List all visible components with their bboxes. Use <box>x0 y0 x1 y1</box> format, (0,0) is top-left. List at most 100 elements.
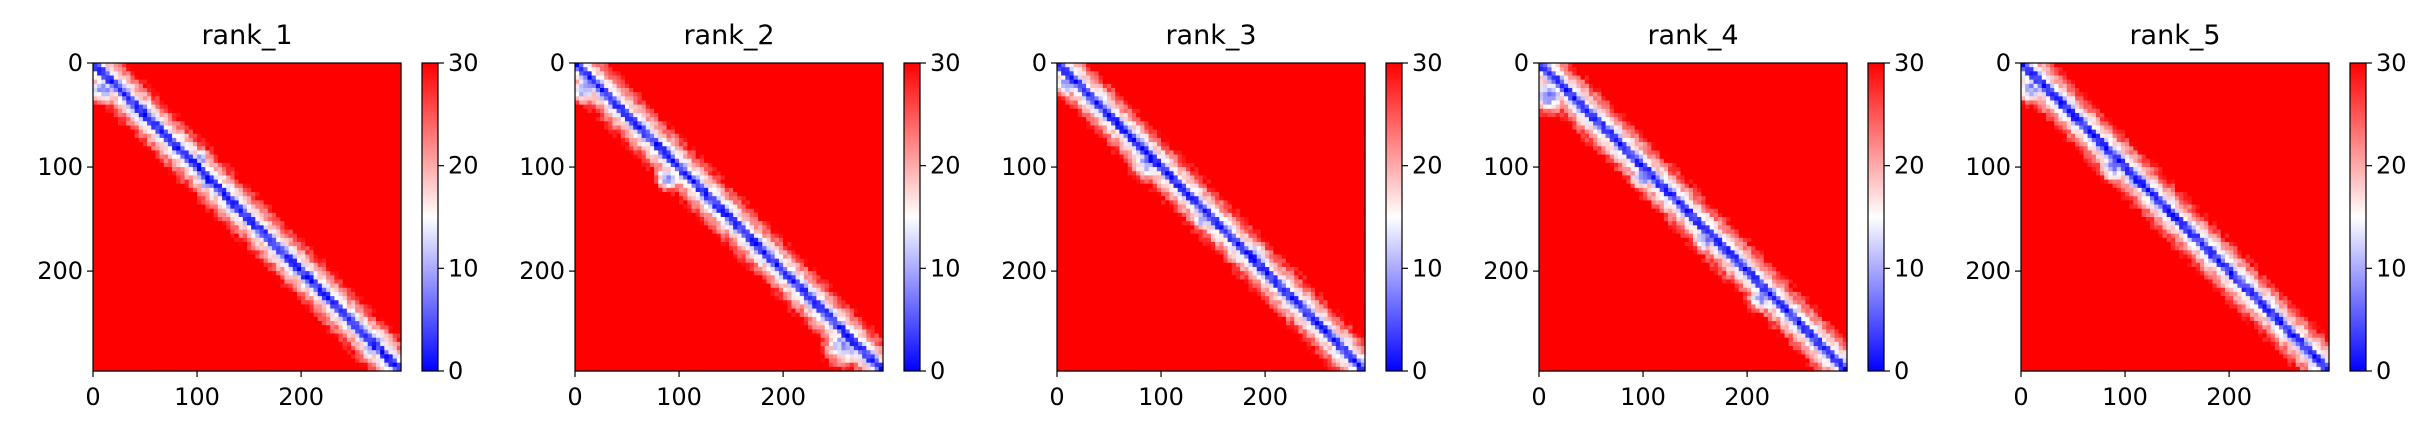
heatmap-cell <box>297 242 302 247</box>
heatmap-cell <box>197 242 202 247</box>
heatmap-cell <box>180 296 185 301</box>
heatmap-cell <box>114 284 119 289</box>
heatmap-cell <box>168 184 173 189</box>
heatmap-cell <box>247 213 252 218</box>
heatmap-cell <box>218 288 223 293</box>
heatmap-cell <box>247 325 252 330</box>
heatmap-cell <box>185 188 190 193</box>
heatmap-cell <box>272 150 277 155</box>
heatmap-cell <box>247 63 252 68</box>
heatmap-cell <box>176 196 181 201</box>
heatmap-cell <box>97 304 102 309</box>
heatmap-cell <box>280 346 285 351</box>
heatmap-cell <box>114 325 119 330</box>
heatmap-cell <box>118 80 123 85</box>
heatmap-cell <box>210 142 215 147</box>
heatmap-cell <box>168 275 173 280</box>
heatmap-cell <box>239 146 244 151</box>
heatmap-cell <box>322 221 327 226</box>
heatmap-cell <box>247 121 252 126</box>
heatmap-cell <box>218 329 223 334</box>
heatmap-cell <box>251 100 256 105</box>
heatmap-cell <box>326 242 331 247</box>
heatmap-cell <box>330 67 335 72</box>
heatmap-cell <box>318 200 323 205</box>
heatmap-cell <box>151 238 156 243</box>
heatmap-cell <box>205 192 210 197</box>
heatmap-cell <box>205 271 210 276</box>
heatmap-cell <box>247 180 252 185</box>
heatmap-cell <box>272 342 277 347</box>
heatmap-cell <box>297 192 302 197</box>
heatmap-cell <box>205 71 210 76</box>
heatmap-cell <box>176 234 181 239</box>
heatmap-cell <box>280 175 285 180</box>
heatmap-cell <box>293 209 298 214</box>
heatmap-cell <box>255 246 260 251</box>
heatmap-cell <box>97 354 102 359</box>
heatmap-cell <box>268 229 273 234</box>
heatmap-cell <box>130 304 135 309</box>
heatmap-cell <box>255 205 260 210</box>
heatmap-cell <box>309 142 314 147</box>
heatmap-cell <box>122 92 127 97</box>
heatmap-cell <box>118 146 123 151</box>
heatmap-cell <box>155 155 160 160</box>
heatmap-cell <box>318 159 323 164</box>
heatmap-cell <box>214 71 219 76</box>
heatmap-cell <box>280 354 285 359</box>
heatmap-cell <box>268 134 273 139</box>
heatmap-cell <box>280 121 285 126</box>
heatmap-cell <box>330 317 335 322</box>
heatmap-cell <box>197 130 202 135</box>
heatmap-cell <box>114 155 119 160</box>
heatmap-cell <box>105 229 110 234</box>
heatmap-cell <box>97 221 102 226</box>
heatmap-cell <box>168 71 173 76</box>
heatmap-cell <box>143 284 148 289</box>
heatmap-cell <box>126 250 131 255</box>
heatmap-cell <box>180 267 185 272</box>
heatmap-cell <box>214 317 219 322</box>
heatmap-cell <box>105 130 110 135</box>
heatmap-cell <box>264 155 269 160</box>
heatmap-cell <box>147 130 152 135</box>
heatmap-cell <box>126 88 131 93</box>
heatmap-cell <box>122 225 127 230</box>
heatmap-cell <box>114 288 119 293</box>
heatmap-cell <box>259 109 264 114</box>
heatmap-cell <box>214 96 219 101</box>
heatmap-cell <box>247 284 252 289</box>
heatmap-cell <box>255 88 260 93</box>
heatmap-cell <box>289 234 294 239</box>
heatmap-cell <box>247 96 252 101</box>
heatmap-cell <box>143 363 148 368</box>
heatmap-cell <box>164 209 169 214</box>
heatmap-cell <box>160 175 165 180</box>
heatmap-cell <box>147 196 152 201</box>
heatmap-cell <box>126 75 131 80</box>
heatmap-cell <box>322 209 327 214</box>
heatmap-cell <box>135 63 140 68</box>
heatmap-cell <box>143 63 148 68</box>
heatmap-cell <box>276 180 281 185</box>
heatmap-cell <box>110 217 115 222</box>
heatmap-cell <box>105 279 110 284</box>
heatmap-cell <box>289 317 294 322</box>
heatmap-cell <box>110 250 115 255</box>
heatmap-cell <box>218 150 223 155</box>
heatmap-cell <box>293 292 298 297</box>
heatmap-cell <box>301 130 306 135</box>
heatmap-cell <box>301 234 306 239</box>
heatmap-cell <box>330 221 335 226</box>
heatmap-cell <box>226 217 231 222</box>
heatmap-cell <box>93 321 98 326</box>
heatmap-cell <box>276 80 281 85</box>
heatmap-cell <box>326 259 331 264</box>
heatmap-cell <box>318 188 323 193</box>
heatmap-cell <box>139 200 144 205</box>
heatmap-cell <box>318 275 323 280</box>
heatmap-cell <box>305 304 310 309</box>
heatmap-cell <box>180 246 185 251</box>
heatmap-cell <box>118 263 123 268</box>
